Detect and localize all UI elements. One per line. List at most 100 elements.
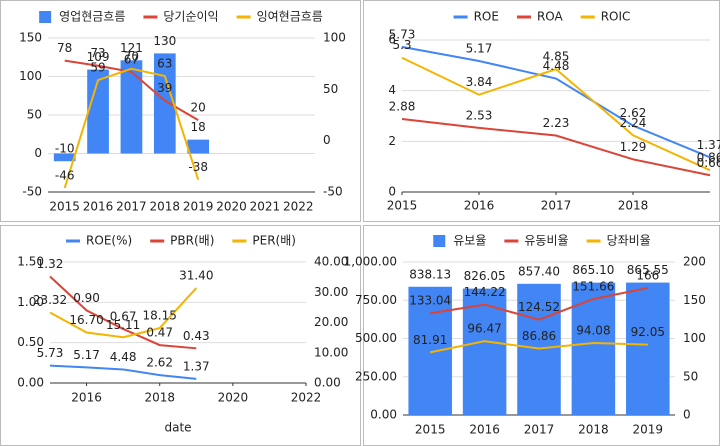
x-tick-label: 2016	[71, 391, 102, 405]
legend-label: PER(배)	[252, 234, 296, 248]
data-label: 67	[124, 52, 139, 66]
y2-tick-label: 150	[683, 293, 706, 307]
data-label: 1.37	[697, 138, 720, 152]
y-tick-label: 250.00	[355, 369, 397, 383]
data-label: 39	[157, 81, 172, 95]
data-label: 0.47	[146, 326, 173, 340]
y-tick-label: 0.00	[370, 408, 397, 422]
data-label: 5.73	[37, 346, 64, 360]
data-label: 18.15	[143, 309, 177, 323]
data-label: 18	[191, 120, 206, 134]
x-tick-label: 2016	[83, 200, 114, 214]
x-tick-label: 2020	[218, 391, 249, 405]
legend-label: 영업현금흐름	[59, 10, 125, 24]
y2-tick-label: 30.00	[314, 285, 348, 299]
x-tick-label: 2015	[387, 199, 418, 213]
panel	[0, 0, 361, 222]
data-label: 5.17	[466, 42, 493, 56]
y2-tick-label: 10.00	[314, 345, 348, 359]
data-label: 78	[57, 41, 72, 55]
legend-label: 잉여현금흐름	[257, 10, 323, 24]
data-label: 1.32	[37, 257, 64, 271]
data-label: 4.85	[543, 50, 570, 64]
data-label: 144.22	[464, 285, 506, 299]
data-label: -38	[188, 160, 208, 174]
x-tick-label: 2022	[283, 200, 314, 214]
line	[49, 287, 198, 339]
y-tick-label: 0.00	[17, 376, 44, 390]
y2-tick-label: 0	[683, 408, 691, 422]
x-tick-label: 2018	[144, 391, 175, 405]
x-tick-label: 2015	[415, 423, 446, 437]
x-tick-label: 2021	[250, 200, 281, 214]
y-tick-label: 6	[388, 33, 396, 47]
data-label: 81.91	[413, 333, 447, 347]
y-tick-label: 0	[388, 185, 396, 199]
y-tick-label: -50	[22, 185, 42, 199]
y2-tick-label: 50	[323, 82, 338, 96]
data-label: 865.10	[572, 263, 614, 277]
bar	[187, 139, 210, 154]
data-label: 73	[90, 46, 105, 60]
bar	[153, 53, 176, 154]
x-tick-label: 2018	[618, 199, 649, 213]
data-label: 63	[157, 56, 172, 70]
bar	[408, 286, 452, 415]
data-label: 124.52	[518, 300, 560, 314]
data-label: 0.67	[110, 309, 137, 323]
data-label: 86.86	[522, 329, 556, 343]
y2-tick-label: 100	[683, 331, 706, 345]
x-tick-label: 2017	[116, 200, 147, 214]
data-label: 4.48	[110, 350, 137, 364]
data-label: 70	[124, 49, 139, 63]
y-tick-label: 1.00	[17, 295, 44, 309]
legend-label: ROIC	[601, 10, 631, 24]
y2-tick-label: 0	[323, 133, 331, 147]
data-label: 2.23	[543, 116, 570, 130]
data-label: 2.24	[620, 116, 647, 130]
data-label: 2.88	[389, 100, 416, 114]
line	[429, 340, 648, 354]
x-tick-label: 2022	[291, 391, 322, 405]
data-label: -46	[55, 168, 75, 182]
data-label: 4.48	[543, 59, 570, 73]
data-label: 2.53	[466, 108, 493, 122]
data-label: 0.43	[183, 329, 210, 343]
data-label: 857.40	[518, 264, 560, 278]
line	[430, 287, 648, 321]
data-label: 0.66	[697, 156, 720, 170]
x-tick-label: 2020	[216, 200, 247, 214]
x-tick-label: 2017	[524, 423, 555, 437]
line	[49, 364, 197, 380]
data-label: -10	[55, 142, 75, 156]
y-tick-label: 2	[388, 134, 396, 148]
data-label: 130	[153, 34, 176, 48]
bar	[571, 282, 616, 415]
line	[401, 118, 711, 177]
legend-label: ROA	[537, 10, 564, 24]
data-label: 3.84	[466, 75, 493, 89]
legend-label: 당기순이익	[163, 10, 218, 24]
data-label: 94.08	[576, 324, 610, 338]
bar	[87, 69, 109, 154]
legend-label: ROE	[474, 10, 499, 24]
legend-label: 유보율	[453, 234, 486, 248]
y2-tick-label: 40.00	[314, 255, 348, 269]
line	[63, 67, 200, 189]
data-label: 2.62	[146, 356, 173, 370]
data-label: 0.86	[697, 151, 720, 165]
line	[49, 275, 197, 350]
data-label: 166	[636, 269, 659, 283]
data-label: 0.90	[73, 291, 100, 305]
y-tick-label: 1.50	[17, 255, 44, 269]
legend-label: ROE(%)	[86, 234, 132, 248]
data-label: 133.04	[409, 294, 451, 308]
data-label: 23.32	[33, 293, 67, 307]
data-label: 31.40	[179, 269, 213, 283]
y-tick-label: 50	[27, 108, 42, 122]
y-tick-label: 1,000.00	[344, 255, 397, 269]
y2-tick-label: 100	[323, 31, 346, 45]
x-tick-label: 2016	[464, 199, 495, 213]
legend-label: PBR(배)	[170, 234, 214, 248]
